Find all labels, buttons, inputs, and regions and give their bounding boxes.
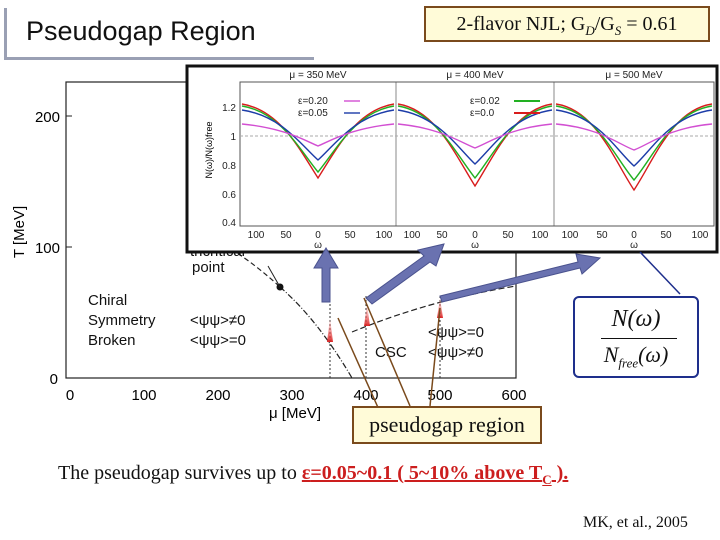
p1-xtick-3: 0 (315, 230, 321, 241)
label-chiral-3: Broken (88, 332, 136, 349)
p3-xtick-3: 0 (631, 230, 637, 241)
label-chiral-qq1: <ψψ>≠0 (190, 312, 245, 329)
p2-xlabel: ω (471, 240, 479, 251)
p2-xtick-5: 100 (532, 230, 549, 241)
dos-inner-axes (239, 81, 715, 227)
tricritical-pointer (267, 265, 281, 288)
p1-xtick-5: 100 (376, 230, 393, 241)
p2-legend-1: ε=0.02 (470, 96, 500, 107)
p2-curve-blue (397, 109, 553, 165)
label-chiral-qq2: <ψψ>=0 (190, 332, 246, 349)
xtick-200: 200 (205, 387, 230, 404)
ratio-denominator: Nfree(ω) (575, 342, 697, 371)
p3-curve-magenta (555, 123, 713, 151)
p3-xtick-4: 50 (660, 230, 672, 241)
csc-boundary-curve (351, 285, 517, 333)
p3-xtick-2: 50 (596, 230, 608, 241)
summary-statement: The pseudogap survives up to ε=0.05~0.1 … (58, 462, 568, 488)
dos-ytick-5: 0.4 (222, 218, 236, 229)
p2-xtick-3: 0 (472, 230, 478, 241)
callout-line-1 (337, 317, 381, 413)
p1-curve-blue (241, 109, 395, 161)
p1-legend-1: ε=0.20 (298, 96, 328, 107)
param-sub-d: D (585, 23, 595, 38)
xtick-600: 600 (501, 387, 526, 404)
parameter-box: 2-flavor NJL; GD/GS = 0.61 (424, 6, 710, 42)
title-frame (4, 8, 314, 60)
label-point: point (192, 259, 225, 276)
xtick-400: 400 (353, 387, 378, 404)
ytick-0: 0 (50, 371, 58, 388)
xtick-0: 0 (66, 387, 74, 404)
slide-title: Pseudogap Region (26, 16, 256, 46)
panel-label-350: μ = 350 MeV (289, 70, 347, 81)
param-prefix: 2-flavor NJL; G (456, 13, 586, 35)
p2-curve-magenta (397, 123, 553, 149)
panel-label-500: μ = 500 MeV (605, 70, 663, 81)
p1-xtick-2: 50 (280, 230, 292, 241)
p1-xtick-1: 100 (248, 230, 265, 241)
summary-value: =0.05~0.1 ( 5~10% above T (310, 462, 543, 484)
p3-xlabel: ω (630, 240, 638, 251)
ratio-callout-line (639, 251, 681, 295)
xtick-300: 300 (279, 387, 304, 404)
callout-line-2 (363, 297, 411, 407)
param-mid: /G (594, 13, 615, 35)
credit-text: MK, et al., 2005 (583, 514, 688, 531)
ratio-denom-n: N (603, 342, 619, 367)
dos-panel-frame (185, 64, 719, 254)
summary-prefix: The pseudogap survives up to (58, 462, 302, 484)
first-order-curve (279, 286, 353, 379)
p1-xlabel: ω (314, 240, 322, 251)
summary-end: ). (551, 462, 569, 484)
ratio-numerator: N(ω) (611, 306, 661, 332)
phase-ylabel: T [MeV] (11, 206, 28, 258)
label-csc-qq1: <ψψ>=0 (428, 324, 484, 341)
label-chiral-1: Chiral (88, 292, 127, 309)
label-csc-qq2: <ψψ>≠0 (428, 344, 483, 361)
ratio-fraction-bar (601, 338, 677, 339)
dos-ytick-4: 0.6 (222, 190, 236, 201)
summary-sub: C (542, 472, 552, 487)
panel-label-400: μ = 400 MeV (446, 70, 504, 81)
p3-xtick-5: 100 (692, 230, 709, 241)
dos-ytick-2: 1 (230, 132, 236, 143)
xtick-500: 500 (427, 387, 452, 404)
p1-legend-2: ε=0.05 (298, 108, 328, 119)
label-chiral-2: Symmetry (88, 312, 156, 329)
param-sub-s: S (614, 23, 622, 38)
arrow-350 (313, 247, 339, 303)
dos-ytick-3: 0.8 (222, 161, 236, 172)
p1-curve-green (241, 105, 395, 174)
p1-xtick-4: 50 (344, 230, 356, 241)
pseudogap-region-box: pseudogap region (352, 406, 542, 444)
dos-ytick-1: 1.2 (222, 103, 236, 114)
pseudogap-mark-400 (364, 304, 370, 326)
p3-xtick-1: 100 (562, 230, 579, 241)
ratio-formula-box: N(ω) Nfree(ω) (573, 296, 699, 378)
callout-line-3 (429, 307, 441, 407)
label-csc: CSC (375, 344, 407, 361)
ytick-100: 100 (35, 240, 60, 257)
p2-xtick-4: 50 (502, 230, 514, 241)
pseudogap-mark-350 (327, 318, 333, 342)
arrow-400 (365, 243, 445, 305)
phase-xlabel: μ [MeV] (269, 405, 321, 422)
dos-ylabel: N(ω)/N(ω)free (204, 121, 214, 178)
ratio-denom-tail: (ω) (638, 342, 669, 367)
p2-legend-2: ε=0.0 (470, 108, 495, 119)
p1-curve-magenta (241, 123, 395, 147)
p2-xtick-2: 50 (436, 230, 448, 241)
param-suffix: = 0.61 (621, 13, 678, 35)
xtick-100: 100 (131, 387, 156, 404)
arrow-500 (439, 253, 602, 303)
p1-curve-red (241, 103, 395, 180)
ytick-200: 200 (35, 109, 60, 126)
p2-xtick-1: 100 (404, 230, 421, 241)
summary-epsilon: ε (301, 462, 311, 484)
ratio-denom-sub: free (618, 355, 639, 371)
p3-curve-blue (555, 109, 713, 167)
